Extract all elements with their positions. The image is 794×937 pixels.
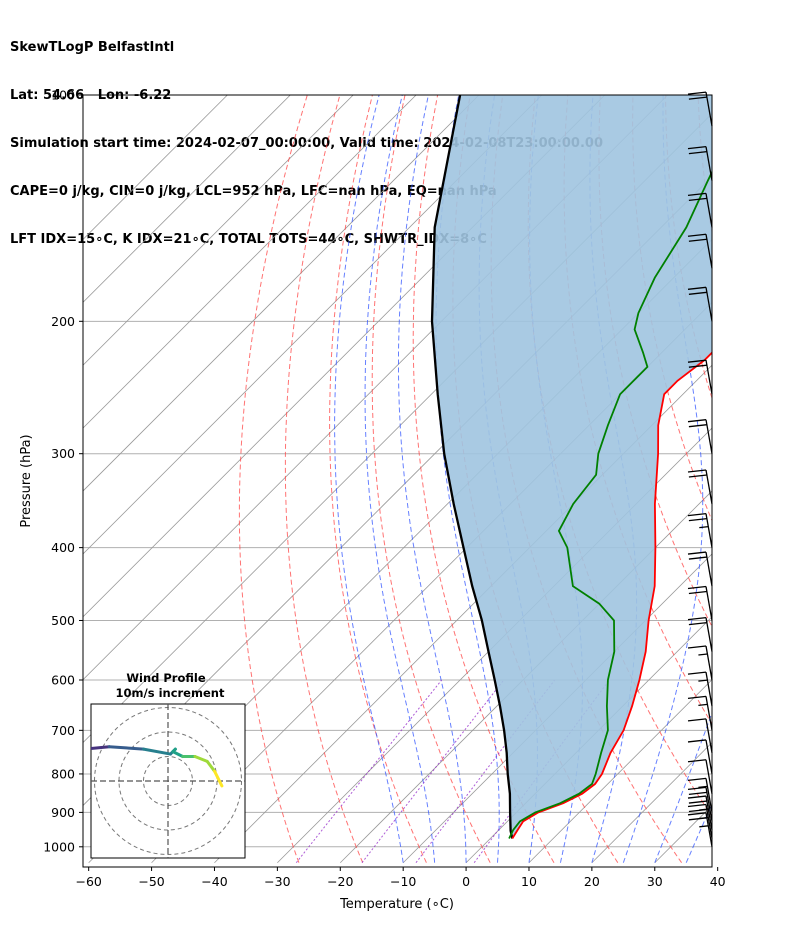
- y-tick-label: 900: [51, 805, 75, 820]
- wind-barb: [687, 419, 713, 454]
- dry-adiabat: [731, 95, 794, 863]
- x-tick-label: −20: [327, 874, 353, 889]
- wind-barb: [687, 718, 713, 753]
- dry-adiabat: [284, 95, 364, 863]
- hodograph-segment: [107, 745, 145, 751]
- hodograph: [75, 704, 245, 858]
- isotherm-line: [83, 95, 228, 240]
- moist-adiabat: [334, 95, 404, 863]
- isotherm-line: [781, 95, 794, 863]
- sounding-profiles: [430, 95, 712, 839]
- wind-barb: [687, 695, 713, 731]
- x-axis-label: Temperature (∘C): [339, 897, 454, 912]
- dry-adiabat: [371, 95, 491, 863]
- wind-barb: [687, 795, 713, 831]
- y-tick-label: 700: [51, 723, 75, 738]
- x-tick-label: 30: [647, 874, 663, 889]
- x-tick-label: 0: [462, 874, 470, 889]
- moist-adiabat: [364, 95, 436, 863]
- wind-barb: [687, 469, 713, 505]
- hodograph-segment: [193, 755, 209, 763]
- axes: −60 −50 −40 −30 −20 −10 0 10 20 30 40 100 200 300 400 5…: [43, 88, 725, 890]
- x-tick-label: 10: [521, 874, 537, 889]
- x-tick-label: −60: [75, 874, 101, 889]
- wind-barb: [687, 777, 713, 813]
- parcel-shading: [432, 95, 712, 839]
- wind-barb: [687, 286, 713, 322]
- x-tick-label: 20: [584, 874, 600, 889]
- x-tick-label: 40: [710, 874, 726, 889]
- wind-barb: [687, 759, 713, 794]
- temperature-profile-line: [511, 351, 712, 839]
- wind-barb: [687, 786, 713, 822]
- hodograph-segment: [205, 759, 217, 773]
- y-tick-label: 800: [51, 766, 75, 781]
- wind-barb: [687, 359, 713, 395]
- wind-barb: [687, 585, 713, 621]
- wind-barb: [687, 233, 713, 269]
- x-tick-label: −30: [264, 874, 290, 889]
- y-tick-label: 200: [51, 314, 75, 329]
- moist-adiabat: [718, 95, 794, 863]
- y-tick-label: 300: [51, 446, 75, 461]
- isotherm-line: [339, 490, 712, 864]
- moist-adiabat: [622, 95, 704, 863]
- y-tick-label: 500: [51, 613, 75, 628]
- wind-barb: [687, 512, 713, 548]
- wind-barb: [687, 671, 713, 707]
- hodograph-segment: [213, 769, 224, 788]
- isotherm-line: [718, 95, 794, 863]
- wind-barb: [687, 91, 713, 127]
- isotherm-line: [528, 679, 712, 864]
- y-tick-label: 1000: [43, 839, 75, 854]
- mixing-ratio-line: [295, 679, 443, 864]
- plot-frame: [82, 94, 713, 868]
- dry-adiabat: [238, 95, 308, 863]
- wind-barb: [687, 146, 713, 181]
- parcel-profile-line: [430, 95, 514, 839]
- dry-adiabat: [329, 95, 427, 863]
- x-tick-label: −50: [138, 874, 164, 889]
- x-tick-label: −40: [201, 874, 227, 889]
- y-tick-label: 400: [51, 540, 75, 555]
- wind-barb: [687, 616, 713, 652]
- wind-barb: [687, 645, 713, 681]
- wind-barb: [687, 739, 713, 775]
- isotherm-line: [83, 95, 354, 366]
- inset-subtitle: 10m/s increment: [116, 686, 225, 700]
- isotherm-line: [83, 95, 417, 429]
- inset-title: Wind Profile: [126, 671, 206, 685]
- wind-profile-inset: Wind Profile 10m/s increment: [75, 671, 246, 859]
- wind-barb: [687, 803, 713, 839]
- hodograph-segment: [75, 776, 87, 781]
- dewpoint-profile-line: [508, 170, 712, 839]
- isotherm-line: [83, 95, 543, 555]
- y-tick-label: 100: [51, 88, 75, 103]
- wind-barbs: [687, 91, 713, 847]
- hodograph-segment: [142, 747, 172, 756]
- isotherm-line: [83, 95, 480, 492]
- isotherm-line: [83, 95, 291, 303]
- isotherm-line: [277, 427, 712, 864]
- moist-adiabat: [654, 711, 712, 863]
- title-station: SkewTLogP BelfastIntl: [10, 40, 175, 55]
- y-axis-label: Pressure (hPa): [19, 434, 34, 527]
- hodograph-segment: [91, 745, 111, 751]
- y-tick-label: 600: [51, 673, 75, 688]
- dry-adiabat: [763, 95, 794, 863]
- x-tick-label: −10: [390, 874, 416, 889]
- hodograph-segment: [171, 750, 185, 758]
- wind-barb: [687, 192, 713, 228]
- wind-barb: [687, 551, 713, 587]
